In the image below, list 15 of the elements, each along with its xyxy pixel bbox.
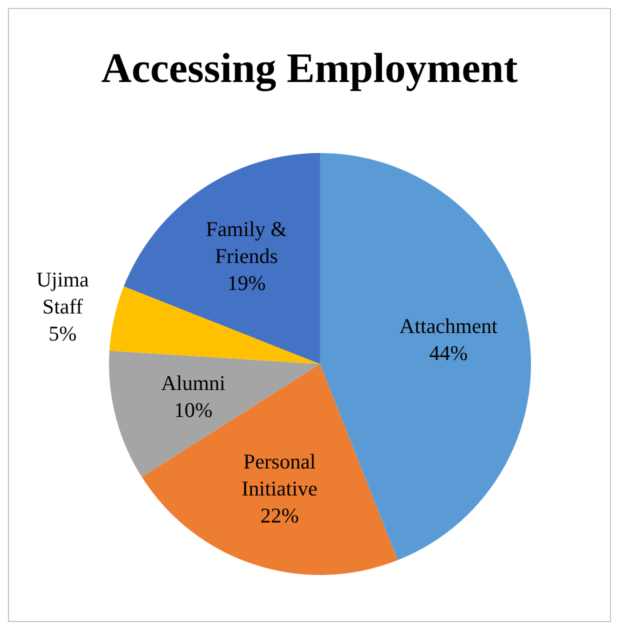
slice-label: Family & Friends: [206, 216, 288, 268]
chart-title: Accessing Employment: [101, 46, 518, 92]
slice-label: Ujima Staff: [36, 267, 90, 318]
data-label: 22%: [260, 503, 299, 528]
data-label: 10%: [174, 398, 213, 422]
data-label: 19%: [227, 270, 266, 295]
slice-label: Attachment: [400, 314, 498, 338]
data-label: 5%: [48, 321, 77, 346]
pie-slice: [320, 153, 531, 560]
data-label: 44%: [429, 340, 468, 365]
pie-slice: [109, 350, 320, 478]
pie-slice: [124, 153, 320, 364]
pie-slice: [142, 364, 398, 575]
slice-label: Alumni: [161, 371, 226, 396]
slice-label: Personal Initiative: [242, 449, 318, 500]
